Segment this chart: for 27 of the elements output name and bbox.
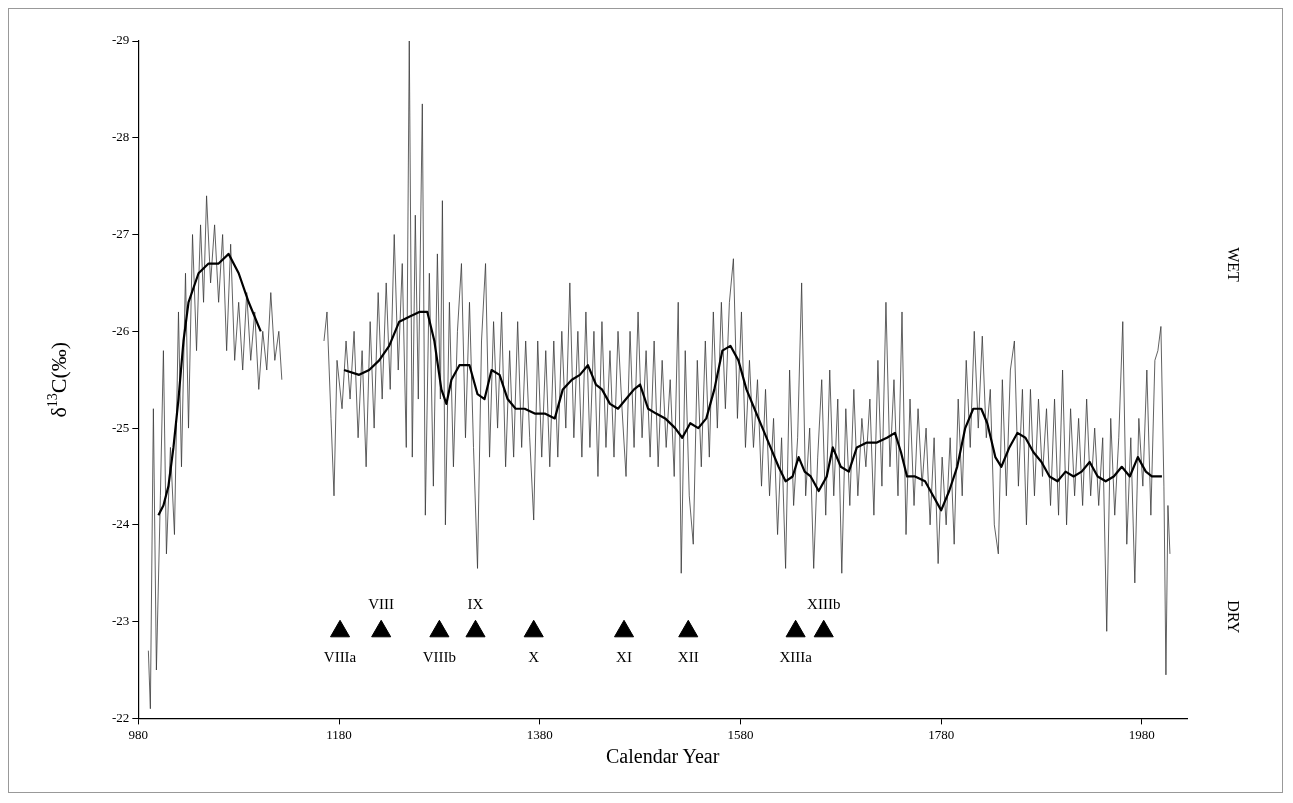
y-tick-label: -23 (111, 613, 130, 629)
x-tick-label: 980 (128, 726, 149, 742)
x-tick-label: 1780 (928, 726, 955, 742)
annotation: X (528, 649, 540, 666)
annotation: VIII (368, 596, 395, 613)
x-tick-label: 1180 (326, 726, 352, 742)
annotation: IX (467, 596, 484, 613)
y-axis-title: δ13C(‰) (45, 341, 72, 418)
annotation: XIIIb (807, 596, 841, 613)
annotation: XII (677, 649, 699, 666)
y-tick-label: -29 (111, 32, 130, 48)
y-tick-label: -25 (111, 419, 130, 435)
y-tick-label: -27 (111, 225, 130, 241)
y-tick-label: -26 (111, 322, 130, 338)
x-axis-title: Calendar Year (606, 745, 720, 768)
text: WET (1224, 247, 1242, 283)
annotation: VIIIa (323, 649, 357, 666)
x-tick-label: 1380 (526, 726, 553, 742)
x-tick-label: 1980 (1128, 726, 1155, 742)
x-tick-label: 1580 (727, 726, 754, 742)
y-tick-label: -24 (111, 516, 130, 532)
annotation: VIIIb (422, 649, 457, 666)
y-tick-label: -28 (111, 129, 130, 145)
annotation: XIIIa (779, 649, 813, 666)
annotation: XI (616, 649, 632, 666)
text: DRY (1224, 600, 1242, 634)
y-tick-label: -22 (111, 709, 130, 725)
